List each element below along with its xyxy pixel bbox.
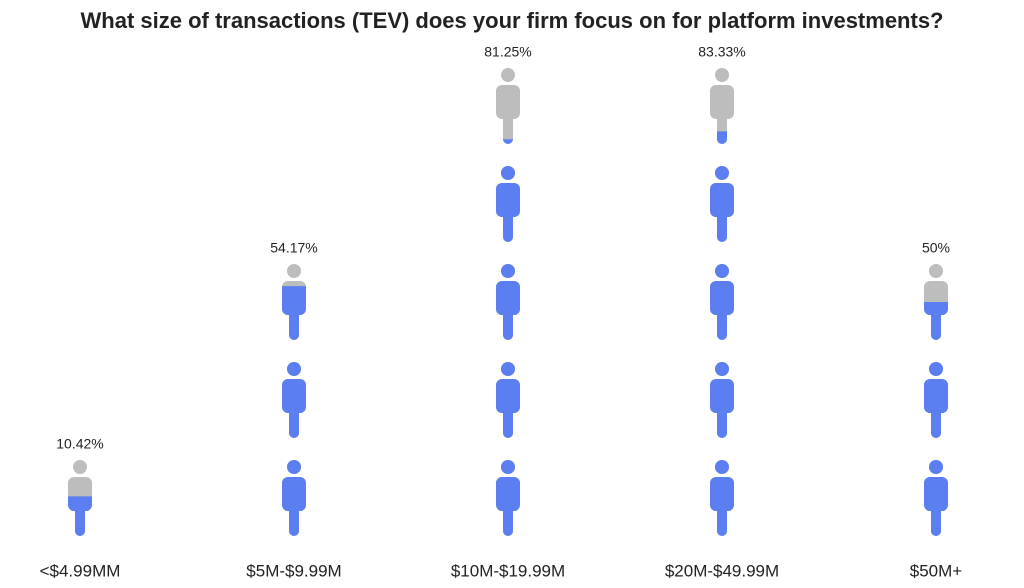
person-icon-fill xyxy=(924,362,948,438)
person-icon xyxy=(496,264,520,340)
person-icon-fill xyxy=(496,166,520,242)
person-icon xyxy=(924,460,948,536)
person-icon-fill xyxy=(282,286,306,340)
person-icon-fill xyxy=(496,264,520,340)
person-icon-fill xyxy=(496,460,520,536)
chart-title: What size of transactions (TEV) does you… xyxy=(81,8,944,33)
person-icon xyxy=(282,362,306,438)
person-icon xyxy=(710,460,734,536)
x-tick-label: <$4.99MM xyxy=(40,561,121,580)
value-label: 10.42% xyxy=(56,436,103,452)
person-icon-fill xyxy=(710,362,734,438)
value-label: 81.25% xyxy=(484,44,531,60)
person-icon-fill xyxy=(282,460,306,536)
person-icon xyxy=(924,264,948,340)
person-icon-fill xyxy=(68,496,92,536)
person-icon xyxy=(924,362,948,438)
value-label: 54.17% xyxy=(270,240,317,256)
person-icon-fill xyxy=(710,264,734,340)
x-tick-label: $50M+ xyxy=(910,561,963,580)
person-icon xyxy=(496,166,520,242)
pictogram-column xyxy=(710,68,734,536)
person-icon xyxy=(710,166,734,242)
value-label: 83.33% xyxy=(698,44,745,60)
pictogram-column xyxy=(496,68,520,536)
person-icon-fill xyxy=(924,460,948,536)
person-icon-fill xyxy=(717,131,727,144)
person-icon-fill xyxy=(710,460,734,536)
pictogram-column xyxy=(282,264,306,536)
person-icon-fill xyxy=(710,166,734,242)
person-icon xyxy=(68,460,92,536)
x-tick-label: $20M-$49.99M xyxy=(665,561,779,580)
person-icon-fill xyxy=(496,362,520,438)
x-tick-label: $10M-$19.99M xyxy=(451,561,565,580)
person-icon xyxy=(282,460,306,536)
person-icon xyxy=(282,264,306,340)
pictogram-column xyxy=(68,460,92,536)
person-icon-fill xyxy=(282,362,306,438)
value-label: 50% xyxy=(922,240,950,256)
person-icon xyxy=(496,362,520,438)
person-icon xyxy=(710,68,734,144)
person-icon xyxy=(496,68,520,144)
person-icon xyxy=(496,460,520,536)
person-icon xyxy=(710,362,734,438)
x-tick-label: $5M-$9.99M xyxy=(246,561,341,580)
person-icon-fill xyxy=(503,139,513,144)
person-icon-fill xyxy=(924,302,948,340)
person-icon xyxy=(710,264,734,340)
pictogram-column xyxy=(924,264,948,536)
